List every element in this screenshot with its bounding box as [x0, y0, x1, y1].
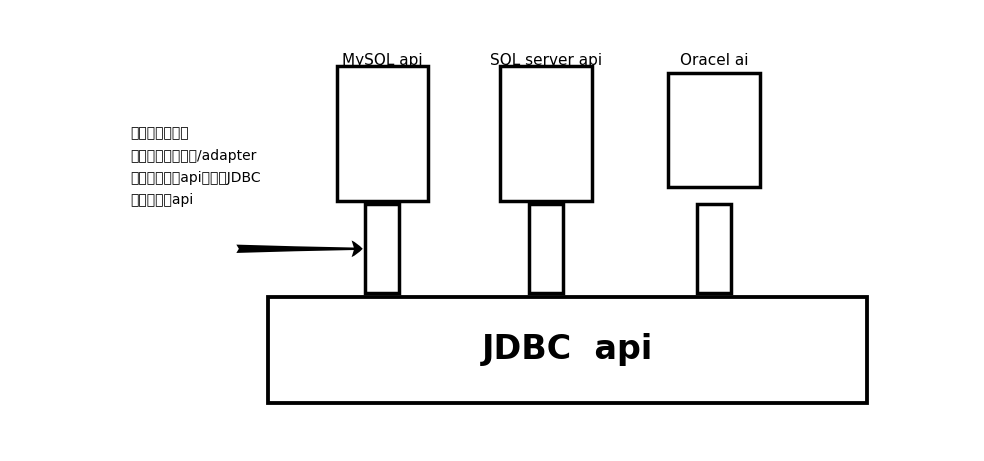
- Bar: [501, 66, 592, 201]
- Bar: [268, 297, 867, 403]
- Bar: [365, 204, 400, 293]
- Bar: [529, 204, 564, 293]
- Text: 数据库驱动程序
本质是一个适配器/adapter
把不同种类的api转换成JDBC
风格的同一api: 数据库驱动程序 本质是一个适配器/adapter 把不同种类的api转换成JDB…: [131, 126, 261, 207]
- Text: MySQL api: MySQL api: [342, 53, 422, 68]
- Bar: [697, 204, 731, 293]
- Bar: [337, 66, 428, 201]
- Text: SQL server api: SQL server api: [490, 53, 602, 68]
- Bar: [668, 73, 760, 187]
- Text: JDBC  api: JDBC api: [481, 333, 652, 366]
- Text: Oracel ai: Oracel ai: [680, 53, 748, 68]
